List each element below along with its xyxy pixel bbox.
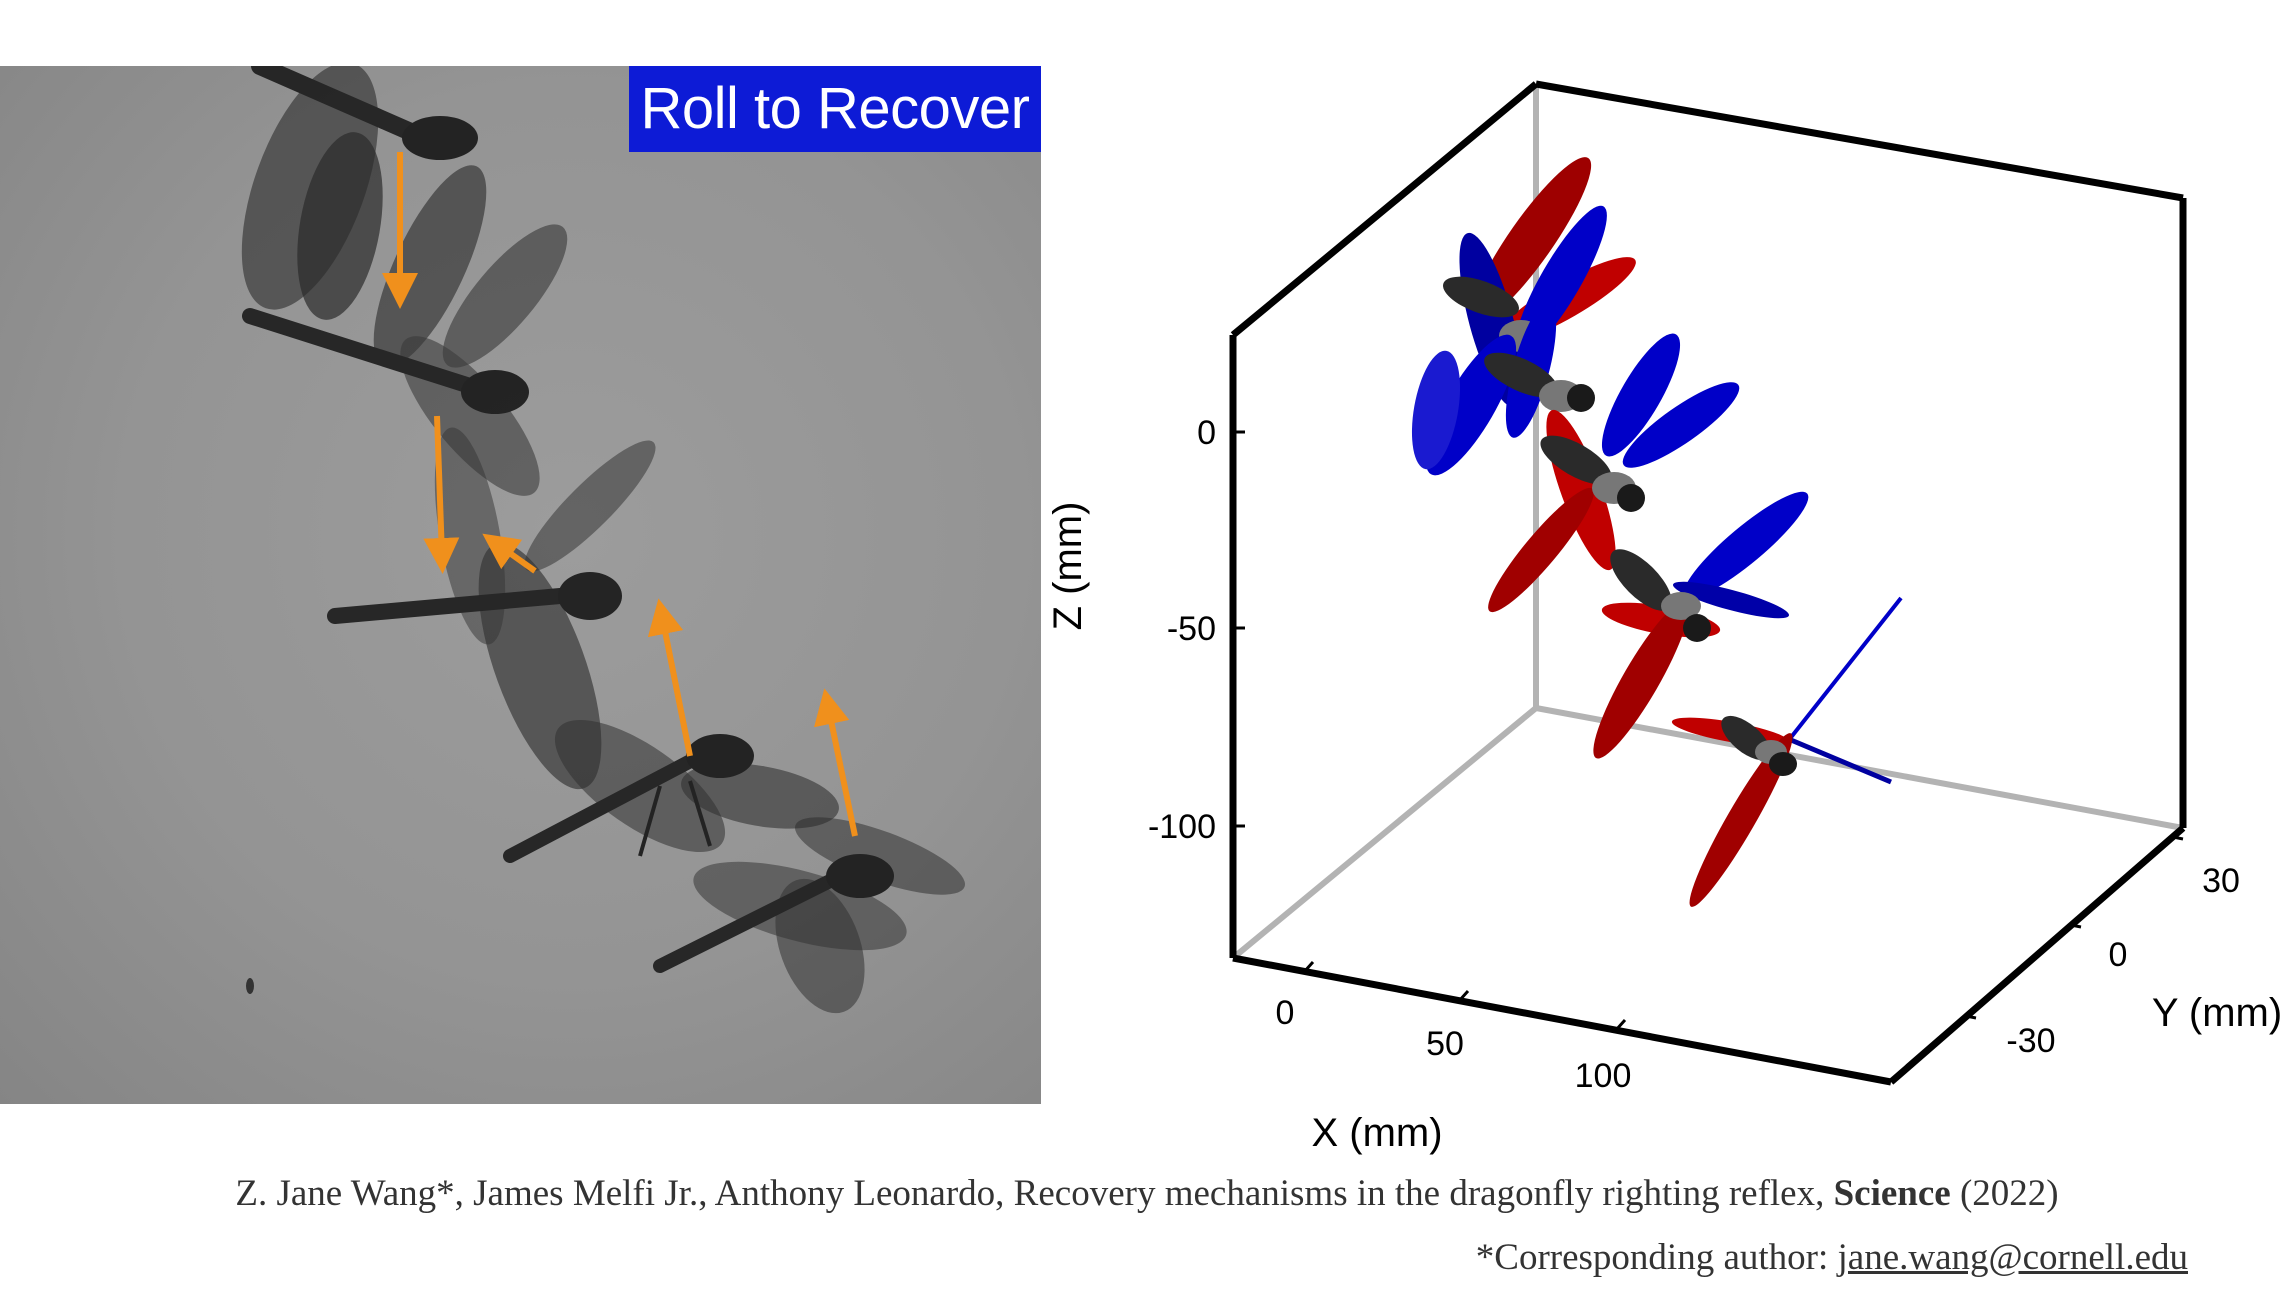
z-tick-label: 0 [1197,414,1216,452]
corresponding-prefix: *Corresponding author: [1475,1237,1838,1278]
3d-plot: 0 -50 -100 Z (mm) 0 50 100 X (mm) -30 0 … [1046,80,2282,1155]
dragonfly-model [1593,491,1809,759]
citation: Z. Jane Wang*, James Melfi Jr., Anthony … [0,1172,2294,1215]
x-tick-label: 50 [1426,1025,1464,1063]
x-tick-label: 100 [1575,1057,1632,1095]
corresponding-author: *Corresponding author: jane.wang@cornell… [1476,1236,2188,1279]
dragonfly-model [1671,596,1903,907]
dragonfly-silhouette [653,817,966,1014]
z-tick-label: -50 [1167,610,1216,648]
y-tick-label: 0 [2109,936,2128,974]
x-tick-label: 0 [1276,994,1295,1032]
orientation-arrow [482,533,537,574]
dragonfly-sequence-image [241,66,966,1014]
orientation-arrows [382,152,858,837]
dragonfly-model [1411,302,1595,476]
dragonfly-silhouette [503,719,839,863]
email-link[interactable]: jane.wang@cornell.edu [1837,1237,2189,1278]
z-tick-label: -100 [1148,808,1216,846]
y-tick-marks [1965,835,2184,1020]
citation-text: Z. Jane Wang*, James Melfi Jr., Anthony … [235,1173,1834,1214]
x-axis-label: X (mm) [1311,1111,1442,1155]
citation-year: (2022) [1950,1173,2059,1214]
plot-box-edges [1229,80,2187,1086]
x-tick-marks [1302,960,1627,1032]
dragonfly-model [1488,333,1740,613]
dust-speck [246,978,254,994]
dragonfly-models [1411,157,1903,907]
y-tick-label: -30 [2006,1022,2055,1060]
z-axis-label: Z (mm) [1046,502,1090,631]
y-tick-label: 30 [2202,862,2240,900]
orientation-arrow [423,415,460,574]
orientation-arrow [814,688,858,837]
y-axis-label: Y (mm) [2152,991,2282,1035]
dragonfly-silhouette [241,66,478,320]
z-tick-marks [1233,430,1245,828]
citation-journal: Science [1833,1173,1951,1214]
orientation-arrow [647,598,693,757]
dragonfly-silhouette [242,165,568,496]
dragonfly-photo-panel [0,66,1041,1104]
3d-plot-panel: 0 -50 -100 Z (mm) 0 50 100 X (mm) -30 0 … [1041,0,2294,1160]
photo-title: Roll to Recover [629,66,1041,152]
